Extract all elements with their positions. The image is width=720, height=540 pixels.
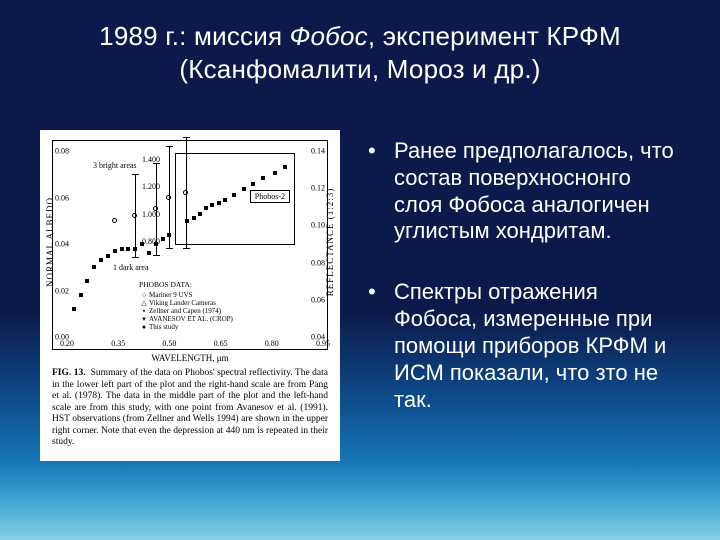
y-axis-label-left: NORMAL ALBEDO	[45, 167, 55, 317]
annotation-dark: 1 dark area	[113, 263, 149, 272]
content-row: NORMAL ALBEDO REFLECTANCE (1:2:3) WAVELE…	[0, 120, 720, 540]
title-post: , эксперимент КРФМ	[368, 21, 621, 51]
caption-text: Summary of the data on Phobos' spectral …	[52, 368, 328, 447]
x-axis-label: WAVELENGTH, μm	[53, 353, 327, 363]
title-line-2: (Ксанфомалити, Мороз и др.)	[0, 53, 720, 86]
legend-row: ▪Zellner and Capen (1974)	[139, 307, 233, 315]
legend-row: △Viking Lander Cameras	[139, 299, 233, 307]
annotation-bright: 3 bright areas	[93, 161, 137, 170]
figure-caption: FIG. 13. Summary of the data on Phobos' …	[52, 368, 328, 449]
bullet-item: Ранее предполагалось, что состав поверхн…	[368, 138, 680, 245]
inset-plot: Phobos-2 0.8001.0001.2001.400	[175, 153, 295, 245]
figure-column: NORMAL ALBEDO REFLECTANCE (1:2:3) WAVELE…	[0, 120, 360, 540]
plot-frame: NORMAL ALBEDO REFLECTANCE (1:2:3) WAVELE…	[52, 140, 328, 350]
bullet-column: Ранее предполагалось, что состав поверхн…	[360, 120, 720, 540]
bullet-item: Спектры отражения Фобоса, измеренные при…	[368, 279, 680, 413]
y-axis-label-right: REFLECTANCE (1:2:3)	[325, 147, 335, 337]
title-pre: 1989 г.: миссия	[99, 21, 289, 51]
figure-panel: NORMAL ALBEDO REFLECTANCE (1:2:3) WAVELE…	[40, 130, 340, 461]
inset-label: Phobos-2	[250, 190, 290, 203]
title-line-1: 1989 г.: миссия Фобос, эксперимент КРФМ	[0, 20, 720, 53]
slide-title: 1989 г.: миссия Фобос, эксперимент КРФМ …	[0, 20, 720, 87]
legend-row: ●This study	[139, 323, 233, 331]
legend-row: ○Mariner 9 UVS	[139, 291, 233, 299]
legend-row: ▾AVANESOV ET AL. (CROP)	[139, 315, 233, 323]
legend: PHOBOS DATA: ○Mariner 9 UVS △Viking Land…	[139, 281, 233, 331]
caption-label: FIG. 13.	[52, 368, 86, 378]
title-em: Фобос	[290, 21, 368, 51]
bullet-list: Ранее предполагалось, что состав поверхн…	[368, 138, 680, 413]
legend-title: PHOBOS DATA:	[139, 281, 233, 290]
